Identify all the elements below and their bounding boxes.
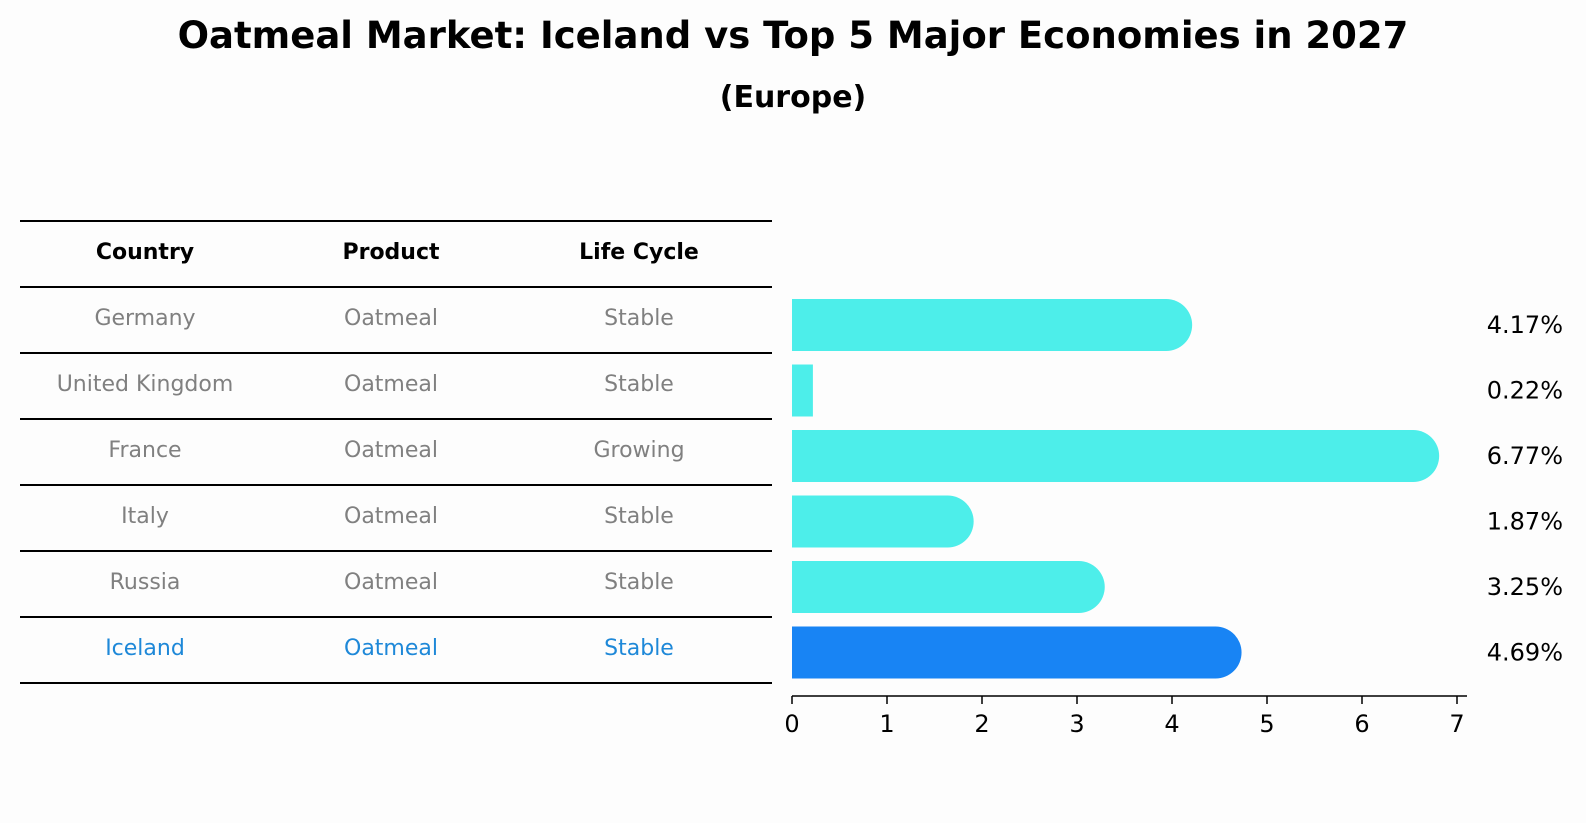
x-tick-label: 4 — [1164, 710, 1179, 738]
cell-product: Oatmeal — [344, 570, 438, 595]
cell-life-cycle: Growing — [593, 438, 685, 463]
cell-product-highlight: Oatmeal — [344, 636, 438, 661]
cell-country-highlight: Iceland — [105, 636, 185, 661]
value-label: 1.87% — [1487, 508, 1563, 536]
table-rule — [20, 220, 772, 222]
x-tick-label: 2 — [974, 710, 989, 738]
cell-life-cycle: Stable — [604, 306, 674, 331]
table-rule — [20, 352, 772, 354]
chart-subtitle: (Europe) — [719, 80, 867, 115]
x-tick-label: 3 — [1069, 710, 1084, 738]
bar-germany — [792, 299, 1193, 351]
bar-france — [792, 430, 1440, 482]
cell-country: Russia — [109, 570, 181, 595]
table-rule — [20, 550, 772, 552]
cell-product: Oatmeal — [344, 438, 438, 463]
cell-country: Italy — [121, 504, 169, 529]
cell-product: Oatmeal — [344, 306, 438, 331]
cell-product: Oatmeal — [344, 504, 438, 529]
bar-united-kingdom — [792, 364, 813, 417]
cell-life-cycle: Stable — [604, 372, 674, 397]
table-rule — [20, 616, 772, 618]
x-tick-label: 5 — [1259, 710, 1274, 738]
table-rule — [20, 484, 772, 486]
bar-iceland — [792, 626, 1242, 679]
cell-life-cycle: Stable — [604, 504, 674, 529]
cell-life-cycle-highlight: Stable — [604, 636, 674, 661]
value-label: 6.77% — [1487, 442, 1563, 470]
value-label: 4.69% — [1487, 639, 1563, 667]
chart-title: Oatmeal Market: Iceland vs Top 5 Major E… — [177, 14, 1409, 57]
table-rule — [20, 418, 772, 420]
cell-country: France — [108, 438, 182, 463]
x-tick-label: 0 — [784, 710, 799, 738]
value-label: 0.22% — [1487, 377, 1563, 405]
x-tick-label: 6 — [1354, 710, 1369, 738]
value-label: 4.17% — [1487, 311, 1563, 339]
bar-italy — [792, 495, 974, 548]
header-country: Country — [95, 240, 195, 265]
x-tick-label: 7 — [1449, 710, 1464, 738]
cell-life-cycle: Stable — [604, 570, 674, 595]
cell-product: Oatmeal — [344, 372, 438, 397]
table-rule — [20, 286, 772, 288]
value-label: 3.25% — [1487, 573, 1563, 601]
header-product: Product — [342, 240, 440, 265]
table-rule — [20, 682, 772, 684]
cell-country: United Kingdom — [56, 372, 234, 397]
bar-russia — [792, 561, 1105, 613]
x-tick-label: 1 — [879, 710, 894, 738]
cell-country: Germany — [94, 306, 196, 331]
header-life-cycle: Life Cycle — [579, 240, 699, 265]
